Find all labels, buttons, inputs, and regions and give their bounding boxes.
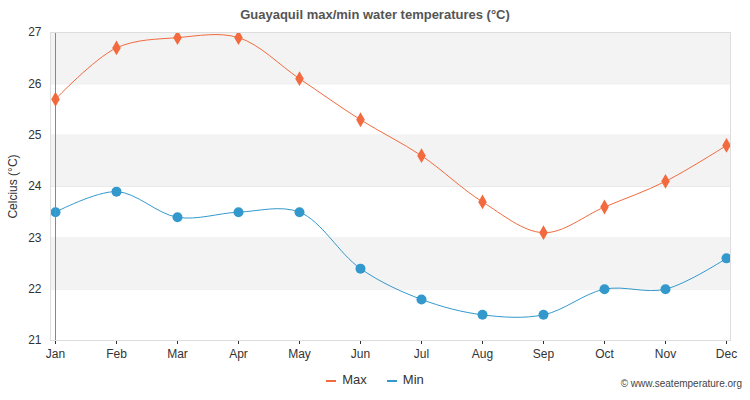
svg-text:27: 27	[28, 26, 42, 39]
svg-text:26: 26	[28, 77, 42, 91]
svg-text:Celcius (°C): Celcius (°C)	[6, 154, 20, 218]
svg-text:25: 25	[28, 128, 42, 142]
svg-text:Aug: Aug	[472, 347, 493, 361]
svg-text:Dec: Dec	[716, 347, 737, 361]
svg-text:23: 23	[28, 231, 42, 245]
svg-text:Nov: Nov	[655, 347, 676, 361]
svg-text:May: May	[288, 347, 311, 361]
html-text:Max: Max	[342, 372, 367, 387]
svg-text:Jan: Jan	[46, 347, 65, 361]
svg-text:22: 22	[28, 282, 42, 296]
svg-text:Feb: Feb	[106, 347, 127, 361]
svg-text:Apr: Apr	[229, 347, 248, 361]
svg-text:Sep: Sep	[533, 347, 555, 361]
html-text:Guayaquil max/min water temper: Guayaquil max/min water temperatures (°C…	[240, 7, 510, 22]
svg-text:21: 21	[28, 333, 42, 347]
html-text:© www.seatemperature.org: © www.seatemperature.org	[620, 378, 742, 389]
html-text:Min: Min	[402, 372, 424, 387]
svg-text:24: 24	[28, 179, 42, 193]
svg-text:Mar: Mar	[167, 347, 188, 361]
svg-text:Jun: Jun	[351, 347, 370, 361]
svg-text:Jul: Jul	[414, 347, 429, 361]
svg-text:Oct: Oct	[595, 347, 614, 361]
